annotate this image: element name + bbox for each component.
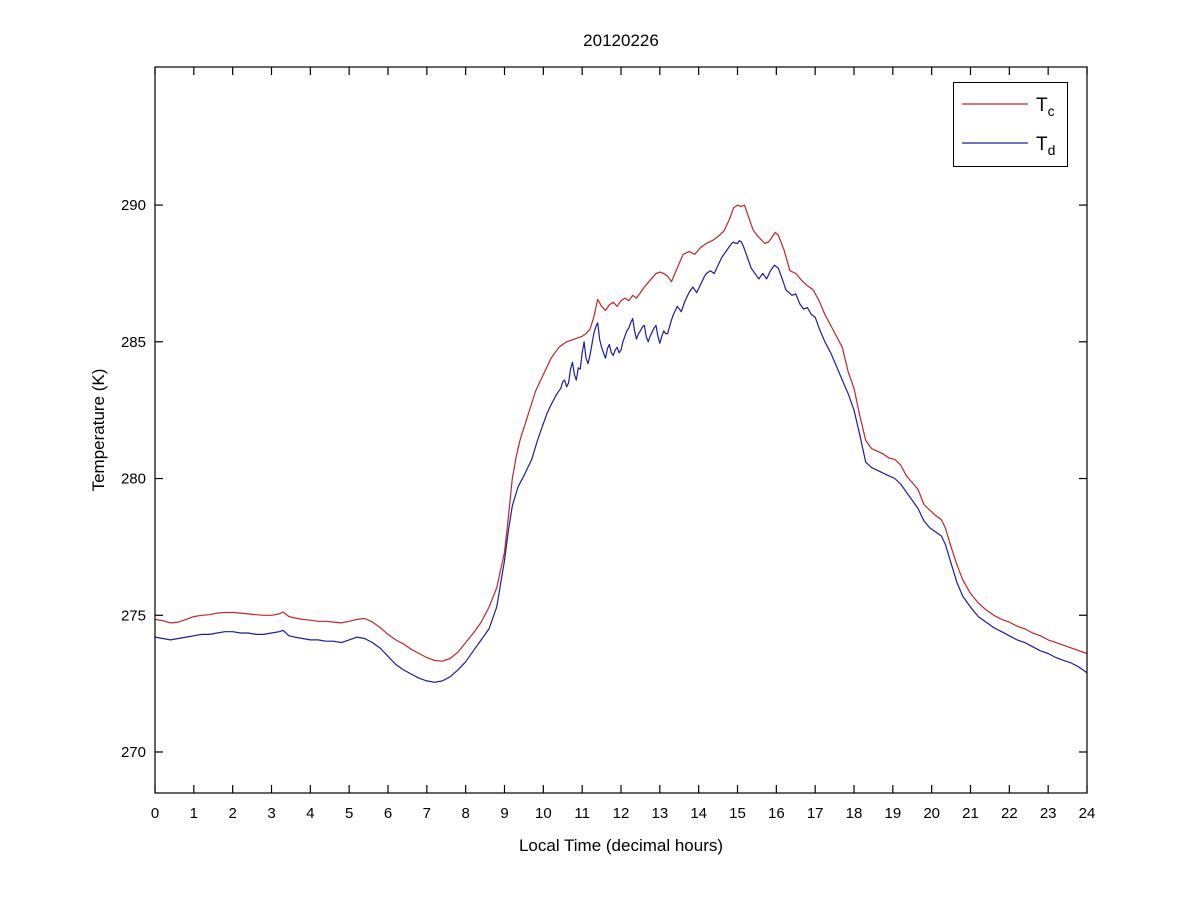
- x-tick-label: 20: [923, 805, 940, 822]
- legend-box: [953, 82, 1068, 167]
- x-tick-label: 1: [190, 805, 198, 822]
- x-tick-label: 23: [1040, 805, 1057, 822]
- x-tick-label: 5: [345, 805, 353, 822]
- y-tick-label: 275: [121, 607, 146, 624]
- series-line-tc: [154, 204, 1088, 662]
- legend: Tc Td: [953, 82, 1068, 167]
- legend-entry-tc: Tc: [962, 95, 1055, 119]
- x-tick-label: 15: [729, 805, 746, 822]
- x-tick-label: 6: [384, 805, 392, 822]
- series-line-td: [154, 240, 1088, 683]
- x-tick-label: 16: [768, 805, 785, 822]
- y-tick-label: 270: [121, 744, 146, 761]
- x-tick-label: 10: [535, 805, 552, 822]
- legend-label-td: Td: [1036, 134, 1055, 158]
- x-tick-label: 11: [574, 805, 590, 822]
- chart-title: 20120226: [583, 31, 659, 50]
- x-tick-label: 3: [267, 805, 275, 822]
- x-tick-label: 17: [807, 805, 824, 822]
- x-tick-label: 22: [1001, 805, 1018, 822]
- y-tick-label: 290: [121, 197, 146, 214]
- x-tick-label: 13: [651, 805, 668, 822]
- x-tick-label: 8: [461, 805, 469, 822]
- axes-border-box: [154, 66, 1088, 794]
- x-tick-label: 18: [846, 805, 863, 822]
- x-tick-label: 12: [613, 805, 630, 822]
- series-lines: [154, 204, 1088, 683]
- y-axis-label: Temperature (K): [89, 369, 108, 492]
- y-tick-label: 280: [121, 471, 146, 488]
- x-tick-label: 19: [884, 805, 901, 822]
- plot-area: [155, 67, 1087, 793]
- x-tick-label: 24: [1079, 805, 1096, 822]
- x-tick-label: 9: [500, 805, 508, 822]
- x-tick-label: 2: [228, 805, 236, 822]
- x-tick-label: 0: [151, 805, 159, 822]
- x-tick-label: 7: [423, 805, 431, 822]
- legend-entry-td: Td: [962, 134, 1055, 158]
- x-tick-label: 14: [690, 805, 707, 822]
- x-axis-label: Local Time (decimal hours): [519, 836, 723, 855]
- legend-label-tc: Tc: [1036, 95, 1055, 119]
- x-tick-label: 4: [306, 805, 314, 822]
- axis-ticks: 0 1 2 3 4 5 6 7 8 9 10 11 12 13 14 15 16 17 18 19 20 21 22 23 24…: [121, 67, 1095, 822]
- x-tick-label: 21: [962, 805, 979, 822]
- y-tick-label: 285: [121, 334, 146, 351]
